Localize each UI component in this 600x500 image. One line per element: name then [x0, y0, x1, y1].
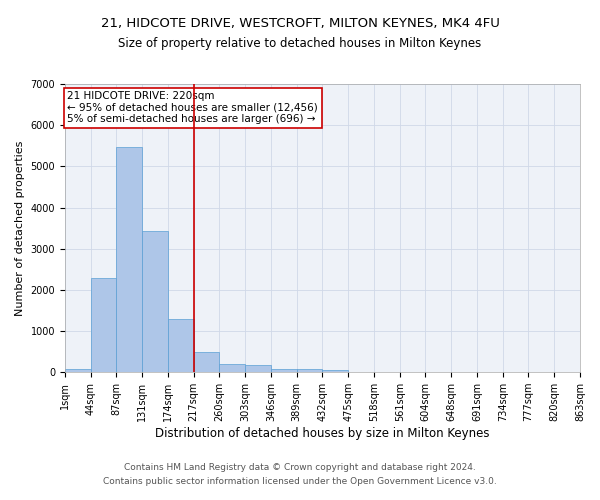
Bar	[91, 278, 116, 372]
Y-axis label: Number of detached properties: Number of detached properties	[15, 140, 25, 316]
Bar	[116, 146, 142, 372]
Bar	[194, 352, 220, 372]
Text: 21, HIDCOTE DRIVE, WESTCROFT, MILTON KEYNES, MK4 4FU: 21, HIDCOTE DRIVE, WESTCROFT, MILTON KEY…	[101, 18, 499, 30]
Bar	[322, 370, 348, 372]
Bar	[142, 232, 168, 372]
Text: Size of property relative to detached houses in Milton Keynes: Size of property relative to detached ho…	[118, 38, 482, 51]
Bar	[296, 370, 322, 372]
Bar	[168, 318, 194, 372]
X-axis label: Distribution of detached houses by size in Milton Keynes: Distribution of detached houses by size …	[155, 427, 490, 440]
Bar	[220, 364, 245, 372]
Text: Contains HM Land Registry data © Crown copyright and database right 2024.: Contains HM Land Registry data © Crown c…	[124, 464, 476, 472]
Bar	[271, 368, 296, 372]
Bar	[65, 369, 91, 372]
Text: 21 HIDCOTE DRIVE: 220sqm
← 95% of detached houses are smaller (12,456)
5% of sem: 21 HIDCOTE DRIVE: 220sqm ← 95% of detach…	[67, 91, 318, 124]
Text: Contains public sector information licensed under the Open Government Licence v3: Contains public sector information licen…	[103, 477, 497, 486]
Bar	[245, 365, 271, 372]
